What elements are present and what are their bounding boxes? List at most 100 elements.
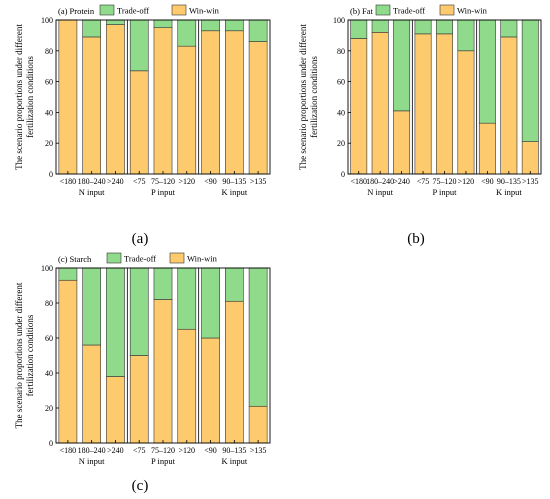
x-tick-label: 90–135 bbox=[222, 446, 246, 455]
y-tick-label: 100 bbox=[41, 16, 53, 25]
bar-tradeoff-2-5 bbox=[436, 19, 453, 35]
x-tick-label: >120 bbox=[179, 177, 196, 186]
x-group-label: K input bbox=[221, 456, 247, 466]
y-tick-label: 60 bbox=[45, 334, 53, 343]
y-axis-title-line: fertilization conditions bbox=[309, 56, 319, 138]
y-axis-title: The scenario proportions under different… bbox=[298, 24, 319, 170]
y-axis-title: The scenario proportions under different… bbox=[14, 24, 35, 170]
bar-winwin-2-2 bbox=[371, 32, 389, 175]
bar-tradeoff-3-2 bbox=[82, 267, 102, 346]
legend-label-winwin: Win-win bbox=[189, 6, 220, 16]
x-tick-label: <75 bbox=[133, 177, 146, 186]
y-tick-label: 0 bbox=[49, 170, 53, 179]
x-tick-label: >240 bbox=[107, 446, 124, 455]
x-group-label: P input bbox=[151, 456, 176, 466]
bar-winwin-2-6 bbox=[457, 50, 475, 175]
bar-tradeoff-3-7 bbox=[201, 267, 220, 339]
chart-panel-2: 0 20 40 60 80 100 <180 180–240 >240 <75 75–120 >120… bbox=[298, 4, 542, 247]
y-axis-title-line: The scenario proportions under different bbox=[298, 24, 308, 170]
x-tick-label: >240 bbox=[107, 177, 124, 186]
bar-tradeoff-1-7 bbox=[201, 19, 220, 32]
x-tick-label: <180 bbox=[60, 446, 77, 455]
y-tick-label: 80 bbox=[45, 47, 53, 56]
legend-label-winwin: Win-win bbox=[187, 254, 218, 264]
bar-winwin-3-6 bbox=[177, 328, 197, 444]
bar-tradeoff-1-6 bbox=[177, 19, 197, 47]
x-group-label: K input bbox=[221, 187, 247, 197]
legend-label-tradeoff: Trade-off bbox=[117, 6, 149, 16]
bar-tradeoff-1-8 bbox=[224, 19, 244, 32]
x-tick-label: <90 bbox=[481, 177, 494, 186]
panel-title: (b) Fat bbox=[350, 6, 374, 16]
y-tick-label: 60 bbox=[45, 78, 53, 87]
x-tick-label: <90 bbox=[204, 177, 217, 186]
panel-caption: (a) bbox=[132, 231, 149, 247]
bar-tradeoff-3-6 bbox=[177, 267, 197, 330]
bar-tradeoff-2-2 bbox=[371, 19, 389, 33]
x-tick-label: >120 bbox=[179, 446, 196, 455]
bar-winwin-1-9 bbox=[248, 41, 268, 175]
y-tick-label: 80 bbox=[45, 299, 53, 308]
legend-swatch-winwin bbox=[169, 252, 185, 264]
x-tick-label: >135 bbox=[250, 177, 267, 186]
y-tick-label: 100 bbox=[333, 16, 345, 25]
bar-winwin-2-9 bbox=[521, 141, 539, 175]
x-tick-label: 180–240 bbox=[78, 177, 106, 186]
x-tick-label: 75–120 bbox=[151, 446, 175, 455]
bar-winwin-2-1 bbox=[350, 38, 368, 175]
x-tick-label: <90 bbox=[204, 446, 217, 455]
x-tick-label: >240 bbox=[393, 177, 410, 186]
bar-tradeoff-3-5 bbox=[153, 267, 173, 300]
bar-tradeoff-1-2 bbox=[82, 19, 102, 38]
bar-tradeoff-3-4 bbox=[129, 267, 149, 356]
bar-winwin-1-5 bbox=[153, 27, 173, 175]
panel-caption: (c) bbox=[132, 478, 149, 494]
y-tick-label: 100 bbox=[41, 264, 53, 273]
x-tick-label: 75–120 bbox=[151, 177, 175, 186]
bar-winwin-3-8 bbox=[224, 300, 244, 444]
bar-tradeoff-2-3 bbox=[393, 19, 411, 112]
x-tick-label: 180–240 bbox=[78, 446, 106, 455]
x-tick-label: <180 bbox=[350, 177, 367, 186]
x-tick-label: 90–135 bbox=[222, 177, 246, 186]
y-tick-label: 0 bbox=[341, 170, 345, 179]
y-axis-title-line: fertilization conditions bbox=[25, 314, 35, 396]
y-tick-label: 40 bbox=[337, 108, 345, 117]
panel-title: (a) Protein bbox=[58, 6, 95, 16]
y-tick-label: 20 bbox=[337, 139, 345, 148]
bar-tradeoff-1-4 bbox=[129, 19, 149, 72]
panel-caption: (b) bbox=[407, 231, 425, 247]
y-tick-label: 20 bbox=[45, 139, 53, 148]
x-tick-label: <75 bbox=[133, 446, 146, 455]
x-tick-label: >135 bbox=[522, 177, 539, 186]
legend-swatch-tradeoff bbox=[106, 252, 122, 264]
bar-winwin-1-3 bbox=[106, 24, 125, 175]
bar-winwin-3-4 bbox=[129, 355, 149, 444]
bar-tradeoff-2-7 bbox=[478, 19, 496, 124]
bar-tradeoff-3-8 bbox=[224, 267, 244, 302]
bar-tradeoff-2-8 bbox=[500, 19, 518, 38]
x-tick-label: <180 bbox=[60, 177, 77, 186]
bar-tradeoff-2-4 bbox=[414, 19, 432, 35]
chart-panel-3: 0 20 40 60 80 100 <180 180–240 >240 <75 75–120 >120… bbox=[14, 252, 271, 494]
y-tick-label: 40 bbox=[45, 369, 53, 378]
bar-tradeoff-2-9 bbox=[521, 19, 539, 142]
y-axis-title-line: fertilization conditions bbox=[25, 56, 35, 138]
x-tick-label: 75–120 bbox=[433, 177, 457, 186]
x-group-label: K input bbox=[496, 187, 522, 197]
y-axis-title-line: The scenario proportions under different bbox=[14, 24, 24, 170]
bar-tradeoff-3-9 bbox=[248, 267, 268, 407]
x-tick-label: <75 bbox=[417, 177, 430, 186]
panel-title: (c) Starch bbox=[58, 254, 92, 264]
x-group-label: P input bbox=[432, 187, 457, 197]
bar-winwin-2-8 bbox=[500, 36, 518, 175]
bar-tradeoff-1-9 bbox=[248, 19, 268, 42]
bar-tradeoff-3-3 bbox=[106, 267, 125, 377]
bar-tradeoff-1-3 bbox=[106, 19, 125, 25]
x-tick-label: >120 bbox=[458, 177, 475, 186]
x-group-label: N input bbox=[79, 456, 105, 466]
bar-winwin-1-1 bbox=[58, 19, 78, 175]
legend-label-winwin: Win-win bbox=[457, 6, 488, 16]
bar-winwin-2-4 bbox=[414, 33, 432, 175]
x-group-label: P input bbox=[151, 187, 176, 197]
